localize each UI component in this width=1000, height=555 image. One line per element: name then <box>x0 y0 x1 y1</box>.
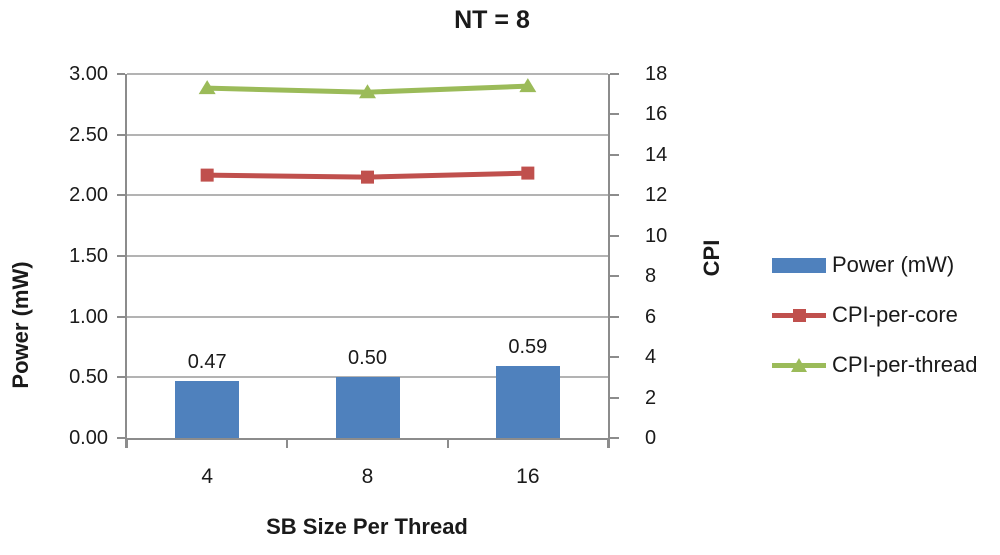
x-tick-label: 4 <box>201 465 213 488</box>
legend-triangle-marker <box>790 358 807 372</box>
bar-value-label: 0.47 <box>187 350 227 373</box>
legend: Power (mW) CPI-per-core CPI-per-thread <box>772 252 978 378</box>
right-axis-tick <box>610 234 619 237</box>
legend-label: CPI-per-core <box>832 302 958 327</box>
bar-8 <box>335 377 400 438</box>
left-tick-label: 2.50 <box>69 123 108 146</box>
x-tick-label: 8 <box>361 465 374 488</box>
x-axis-line <box>125 438 610 440</box>
gridline <box>127 133 608 136</box>
x-axis-tick <box>607 438 609 448</box>
left-axis-tick <box>117 255 125 257</box>
left-axis-tick <box>117 315 125 318</box>
cpi-per-core-marker <box>521 166 535 180</box>
x-tick-label: 16 <box>516 465 540 488</box>
bar-4 <box>175 380 240 438</box>
right-tick-label: 18 <box>645 63 668 85</box>
right-axis-tick <box>610 153 619 156</box>
right-axis-tick <box>610 194 619 197</box>
right-axis-tick <box>610 315 619 318</box>
left-axis-tick <box>117 437 125 439</box>
right-axis-tick <box>610 275 619 278</box>
legend-label: CPI-per-thread <box>832 352 978 377</box>
left-axis-tick <box>117 133 125 136</box>
gridline <box>127 315 608 318</box>
cpi-per-core-marker <box>200 168 214 182</box>
chart-title: NT = 8 <box>454 6 530 34</box>
left-tick-label: 1.00 <box>69 305 108 328</box>
left-tick-label: 0.00 <box>69 427 108 449</box>
x-axis-title: SB Size Per Thread <box>266 514 468 539</box>
bar-value-label: 0.50 <box>348 347 387 370</box>
left-axis-title: Power (mW) <box>8 261 33 389</box>
right-axis-tick <box>610 113 619 116</box>
legend-item: CPI-per-thread <box>772 352 978 378</box>
line-series-layer <box>198 78 537 184</box>
legend-swatch-triangle-icon <box>772 356 826 374</box>
x-axis-tick <box>286 438 289 448</box>
right-tick-label: 12 <box>645 184 668 207</box>
legend-swatch-bar-icon <box>772 256 826 274</box>
gridline <box>127 255 608 257</box>
right-tick-label: 2 <box>645 386 657 409</box>
cpi-per-thread-marker <box>198 80 216 95</box>
legend-swatch-square-icon <box>772 306 826 324</box>
left-tick-label: 3.00 <box>69 63 108 85</box>
right-axis-tick <box>610 356 619 359</box>
legend-bar-chip <box>772 257 826 273</box>
left-axis-tick <box>117 194 125 197</box>
gridline <box>127 73 608 75</box>
legend-square-marker <box>792 308 806 322</box>
right-tick-label: 16 <box>645 103 668 126</box>
right-axis-tick <box>610 437 619 439</box>
left-axis-line <box>125 74 127 448</box>
cpi-per-thread-marker <box>519 78 537 93</box>
bar-value-label: 0.59 <box>508 336 548 359</box>
right-axis-line <box>608 74 610 448</box>
legend-item: CPI-per-core <box>772 302 978 328</box>
right-tick-label: 14 <box>645 143 668 166</box>
right-tick-label: 4 <box>645 346 657 369</box>
x-axis-tick <box>446 438 449 448</box>
left-tick-label: 0.50 <box>69 366 108 389</box>
left-axis-tick <box>117 73 125 75</box>
legend-item: Power (mW) <box>772 252 978 278</box>
gridline <box>127 194 608 197</box>
plot-area: 0.47 0.50 0.59 <box>127 73 608 438</box>
right-axis-title: CPI <box>699 239 724 277</box>
left-tick-label: 2.00 <box>69 184 108 207</box>
legend-label: Power (mW) <box>832 252 955 277</box>
right-tick-label: 0 <box>645 427 657 449</box>
right-axis-tick <box>610 396 619 399</box>
left-tick-label: 1.50 <box>69 245 108 267</box>
right-tick-label: 8 <box>645 265 657 288</box>
x-axis-tick <box>126 438 128 448</box>
bar-16 <box>495 366 560 438</box>
left-axis-tick <box>117 376 125 379</box>
right-axis-tick <box>610 73 619 75</box>
right-tick-label: 6 <box>645 305 657 328</box>
cpi-per-thread-marker <box>359 84 376 99</box>
cpi-per-core-marker <box>361 170 374 184</box>
right-tick-label: 10 <box>645 224 668 247</box>
